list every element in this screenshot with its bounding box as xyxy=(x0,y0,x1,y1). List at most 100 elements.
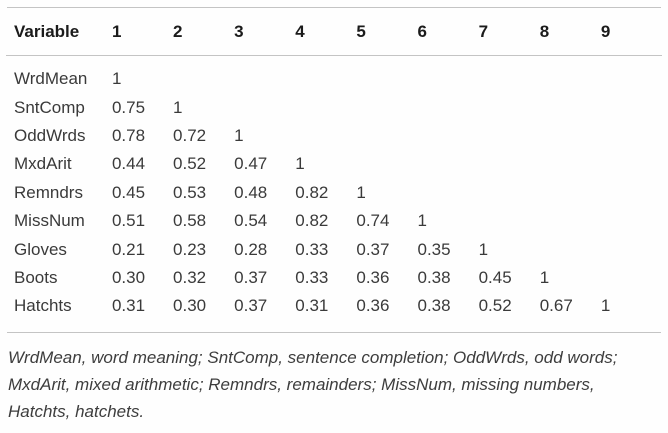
table-cell xyxy=(601,93,662,121)
table-row: SntComp 0.75 1 xyxy=(6,93,662,121)
table-cell: 1 xyxy=(356,182,366,202)
table-cell xyxy=(173,56,234,94)
table-cell: 0.45 xyxy=(478,267,512,287)
table-cell: 0.74 xyxy=(356,211,390,231)
column-header-2: 2 xyxy=(173,8,235,56)
table-cell: 0.38 xyxy=(417,267,451,287)
table-cell: 0.31 xyxy=(111,296,146,316)
table-cell: 0.72 xyxy=(173,125,207,145)
table-cell: 1 xyxy=(234,125,244,145)
table-cell xyxy=(601,207,662,235)
footnote-line: Hatchts, hatchets. xyxy=(8,401,145,421)
table-cell: 0.37 xyxy=(356,239,390,259)
table-cell xyxy=(417,56,478,94)
row-label: SntComp xyxy=(14,97,85,117)
footnote-line: WrdMean, word meaning; SntComp, sentence… xyxy=(8,347,618,367)
table-row: MxdArit 0.44 0.52 0.47 1 xyxy=(6,150,662,178)
table-cell: 1 xyxy=(417,211,427,231)
table-row: Gloves 0.21 0.23 0.28 0.33 0.37 0.35 1 xyxy=(6,235,662,263)
table-cell xyxy=(540,150,601,178)
column-header-8: 8 xyxy=(539,8,601,56)
table-cell: 0.53 xyxy=(173,182,207,202)
table-cell: 0.82 xyxy=(295,211,329,231)
table-footnote: WrdMean, word meaning; SntComp, sentence… xyxy=(6,344,662,425)
table-cell xyxy=(356,150,417,178)
table-cell: 0.52 xyxy=(173,154,207,174)
table-cell: 0.21 xyxy=(111,239,146,259)
table-cell xyxy=(540,93,601,121)
column-header-3: 3 xyxy=(234,8,296,56)
table-row: Hatchts 0.31 0.30 0.37 0.31 0.36 0.38 0.52 0.67 1 xyxy=(6,292,662,331)
table-cell xyxy=(479,122,540,150)
table-cell xyxy=(479,207,540,235)
table-cell: 0.35 xyxy=(417,239,451,259)
table-cell: 0.36 xyxy=(356,296,390,316)
row-label: Boots xyxy=(14,267,58,287)
table-cell: 0.30 xyxy=(111,267,146,287)
table-cell xyxy=(295,122,356,150)
table-cell: 0.37 xyxy=(234,296,268,316)
table-cell: 0.51 xyxy=(111,211,146,231)
table-header-row: Variable 1 2 3 4 5 6 7 8 9 xyxy=(6,8,662,56)
column-header-7: 7 xyxy=(478,8,540,56)
row-label: MxdArit xyxy=(14,154,72,174)
table-cell: 1 xyxy=(539,267,550,287)
table-row: OddWrds 0.78 0.72 1 xyxy=(6,122,662,150)
table-cell xyxy=(601,150,662,178)
table-cell xyxy=(479,150,540,178)
table-cell: 0.28 xyxy=(234,239,268,259)
table-cell: 1 xyxy=(478,239,489,259)
table-cell xyxy=(540,235,601,263)
table-cell xyxy=(479,179,540,207)
table-cell xyxy=(540,122,601,150)
table-cell: 0.33 xyxy=(295,267,329,287)
row-label: OddWrds xyxy=(14,125,86,145)
row-label: MissNum xyxy=(14,211,85,231)
table-cell xyxy=(540,56,601,94)
table-cell: 0.58 xyxy=(173,211,207,231)
table-row: Remndrs 0.45 0.53 0.48 0.82 1 xyxy=(6,179,662,207)
table-cell xyxy=(234,93,295,121)
table-cell: 0.44 xyxy=(111,154,146,174)
table-row: WrdMean 1 xyxy=(6,56,662,94)
table-cell: 0.36 xyxy=(356,267,390,287)
table-cell xyxy=(601,56,662,94)
column-header-9: 9 xyxy=(600,8,662,56)
table-cell: 1 xyxy=(600,296,611,316)
bottom-rule xyxy=(7,331,661,333)
table-cell: 0.30 xyxy=(173,296,207,316)
table-cell: 0.38 xyxy=(417,296,451,316)
row-label: Gloves xyxy=(14,239,67,259)
row-label: WrdMean xyxy=(14,69,88,89)
table-cell: 0.47 xyxy=(234,154,268,174)
top-rule xyxy=(7,7,661,8)
table-row: MissNum 0.51 0.58 0.54 0.82 0.74 1 xyxy=(6,207,662,235)
row-label: Remndrs xyxy=(14,182,83,202)
table-cell xyxy=(417,122,478,150)
table-cell: 0.23 xyxy=(173,239,207,259)
column-header-6: 6 xyxy=(417,8,479,56)
table-cell: 0.52 xyxy=(478,296,512,316)
table-cell xyxy=(601,264,662,292)
table-cell xyxy=(479,56,540,94)
table-cell xyxy=(234,56,295,94)
table-cell: 1 xyxy=(295,154,305,174)
table-cell xyxy=(601,179,662,207)
table-cell: 0.45 xyxy=(111,182,146,202)
table-cell xyxy=(417,179,478,207)
table-cell xyxy=(417,93,478,121)
table-cell xyxy=(356,93,417,121)
table-cell: 0.32 xyxy=(173,267,207,287)
footnote-line: MxdArit, mixed arithmetic; Remndrs, rema… xyxy=(8,374,595,394)
table-cell: 1 xyxy=(111,69,122,89)
table-cell xyxy=(540,179,601,207)
table-row: Boots 0.30 0.32 0.37 0.33 0.36 0.38 0.45 1 xyxy=(6,264,662,292)
table-cell: 0.37 xyxy=(234,267,268,287)
table-cell: 0.33 xyxy=(295,239,329,259)
table-cell xyxy=(356,56,417,94)
table-cell xyxy=(479,93,540,121)
table-cell xyxy=(356,122,417,150)
table-cell: 1 xyxy=(173,97,183,117)
table-cell: 0.75 xyxy=(111,97,146,117)
